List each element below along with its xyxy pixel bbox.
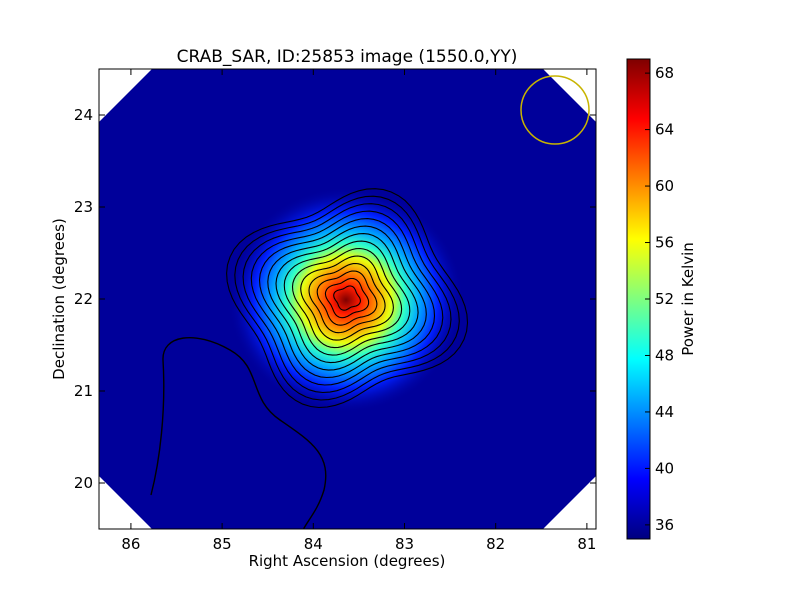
contour-line (267, 225, 427, 371)
y-axis-label: Declination (degrees) (50, 218, 68, 380)
contour-line (291, 247, 403, 349)
y-tick-label: 23 (74, 198, 93, 216)
colorbar-gradient (627, 59, 650, 539)
colorbar-tick-label: 36 (655, 516, 674, 534)
x-tick-label: 81 (577, 535, 596, 553)
contour-line (333, 285, 361, 311)
source-emission (228, 187, 464, 413)
contour-lines (226, 188, 469, 409)
colorbar-label: Power in Kelvin (679, 242, 697, 356)
x-tick-label: 85 (213, 535, 232, 553)
contour-line (300, 255, 394, 341)
contour-line (308, 262, 386, 334)
colorbar-tick-label: 56 (655, 234, 674, 252)
y-tick-label: 20 (74, 474, 93, 492)
colorbar-ticks: 36 40 44 48 52 56 60 64 68 (645, 64, 674, 534)
low-level-contour (150, 336, 327, 529)
beam-circle (520, 75, 590, 145)
x-tick-label: 86 (121, 535, 140, 553)
contour-line (258, 218, 436, 379)
x-tick-label: 82 (486, 535, 505, 553)
contour-line (250, 210, 444, 386)
contour-line (324, 277, 370, 319)
contour-line (242, 203, 452, 394)
colorbar-tick-label: 40 (655, 459, 674, 477)
contour-line (275, 233, 419, 364)
x-tick-label: 84 (304, 535, 323, 553)
plot-area (98, 68, 597, 530)
colorbar-tick-label: 68 (655, 64, 674, 82)
y-tick-label: 22 (74, 290, 93, 308)
y-tick-label: 24 (74, 106, 93, 124)
contour-line (226, 188, 469, 409)
colorbar-tick-label: 48 (655, 346, 674, 364)
x-axis-label: Right Ascension (degrees) (249, 552, 446, 570)
x-axis: 86 85 84 83 82 81 (121, 69, 596, 553)
contour-line (316, 270, 378, 326)
y-tick-label: 21 (74, 382, 93, 400)
colorbar-tick-label: 60 (655, 177, 674, 195)
colorbar: 36 40 44 48 52 56 60 64 68 Power in Kelvin (626, 58, 697, 540)
colorbar-tick-label: 44 (655, 403, 674, 421)
colorbar-tick-label: 64 (655, 121, 674, 139)
colorbar-tick-label: 52 (655, 290, 674, 308)
contour-line (283, 240, 411, 356)
x-tick-label: 83 (395, 535, 414, 553)
y-axis: 20 21 22 23 24 (74, 106, 596, 492)
chart-title: CRAB_SAR, ID:25853 image (1550.0,YY) (177, 47, 518, 67)
contour-line (234, 195, 460, 401)
